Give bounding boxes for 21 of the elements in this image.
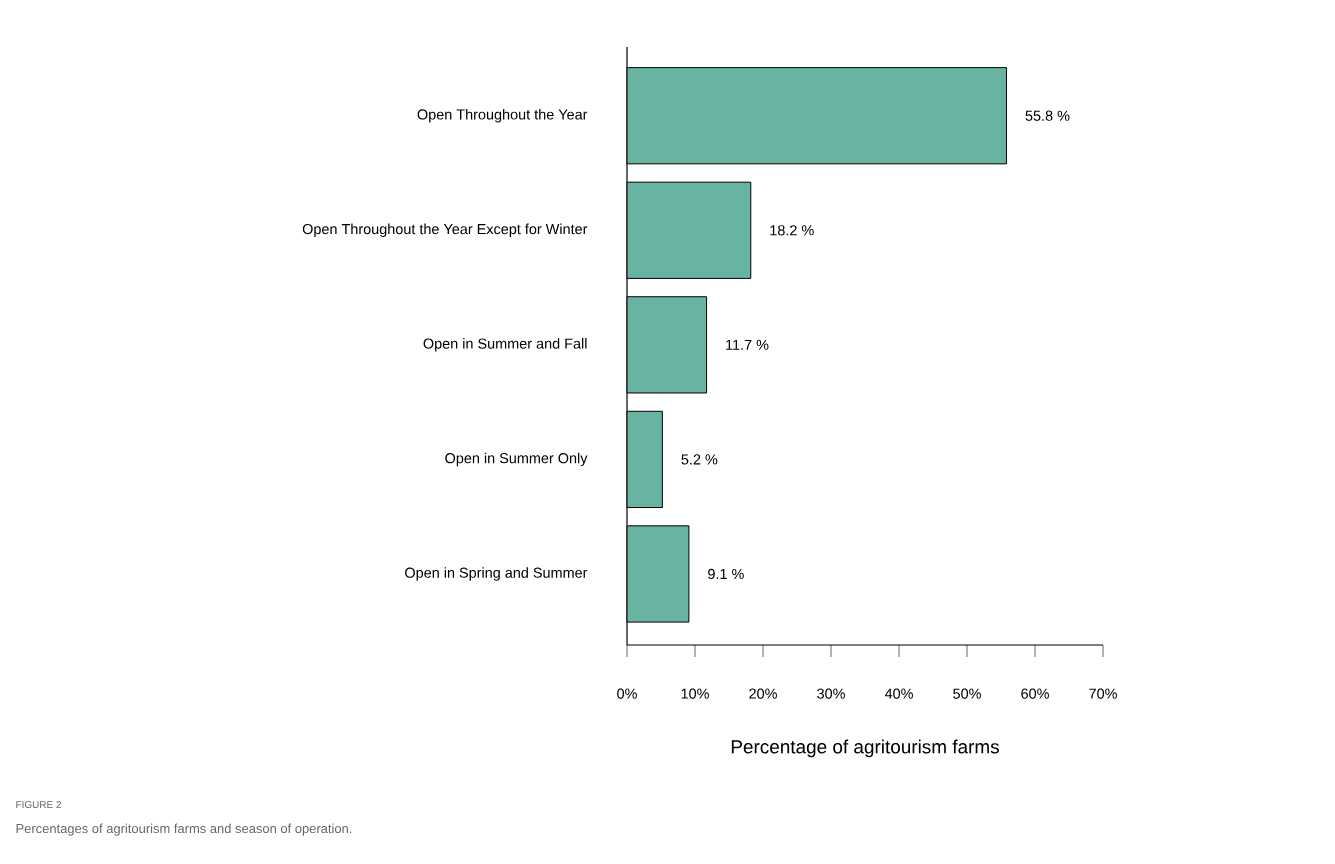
x-tick-label: 30%: [817, 688, 845, 699]
x-tick-label: 60%: [1021, 688, 1049, 699]
x-tick-label: 50%: [953, 688, 981, 699]
x-tick-label: 0%: [617, 688, 637, 699]
x-tick-label: 20%: [749, 688, 777, 699]
data-label: 11.7 %: [726, 339, 769, 350]
y-tick-label: Open in Summer Only: [445, 452, 588, 467]
y-tick-label: Open in Summer and Fall: [423, 338, 587, 352]
caption: FIGURE 2: [16, 801, 61, 809]
data-label: 9.1 %: [708, 568, 744, 580]
x-tick-label: 40%: [884, 688, 913, 699]
y-tick-label: Open in Spring and Summer: [405, 567, 588, 581]
x-tick-label: 10%: [681, 688, 709, 699]
data-label: 55.8 %: [1025, 110, 1070, 121]
text: Percentages of agritourism farms and season of operation.: [16, 823, 352, 836]
data-label: 5.2 %: [681, 454, 718, 465]
x-tick-label: 70%: [1089, 688, 1117, 699]
y-tick-label: Open Throughout the Year: [417, 108, 588, 123]
x-axis-title: Percentage of agritourism farms: [731, 739, 999, 758]
y-tick-label: Open Throughout the Year Except for Winter: [302, 223, 588, 238]
data-label: 18.2 %: [770, 225, 814, 236]
